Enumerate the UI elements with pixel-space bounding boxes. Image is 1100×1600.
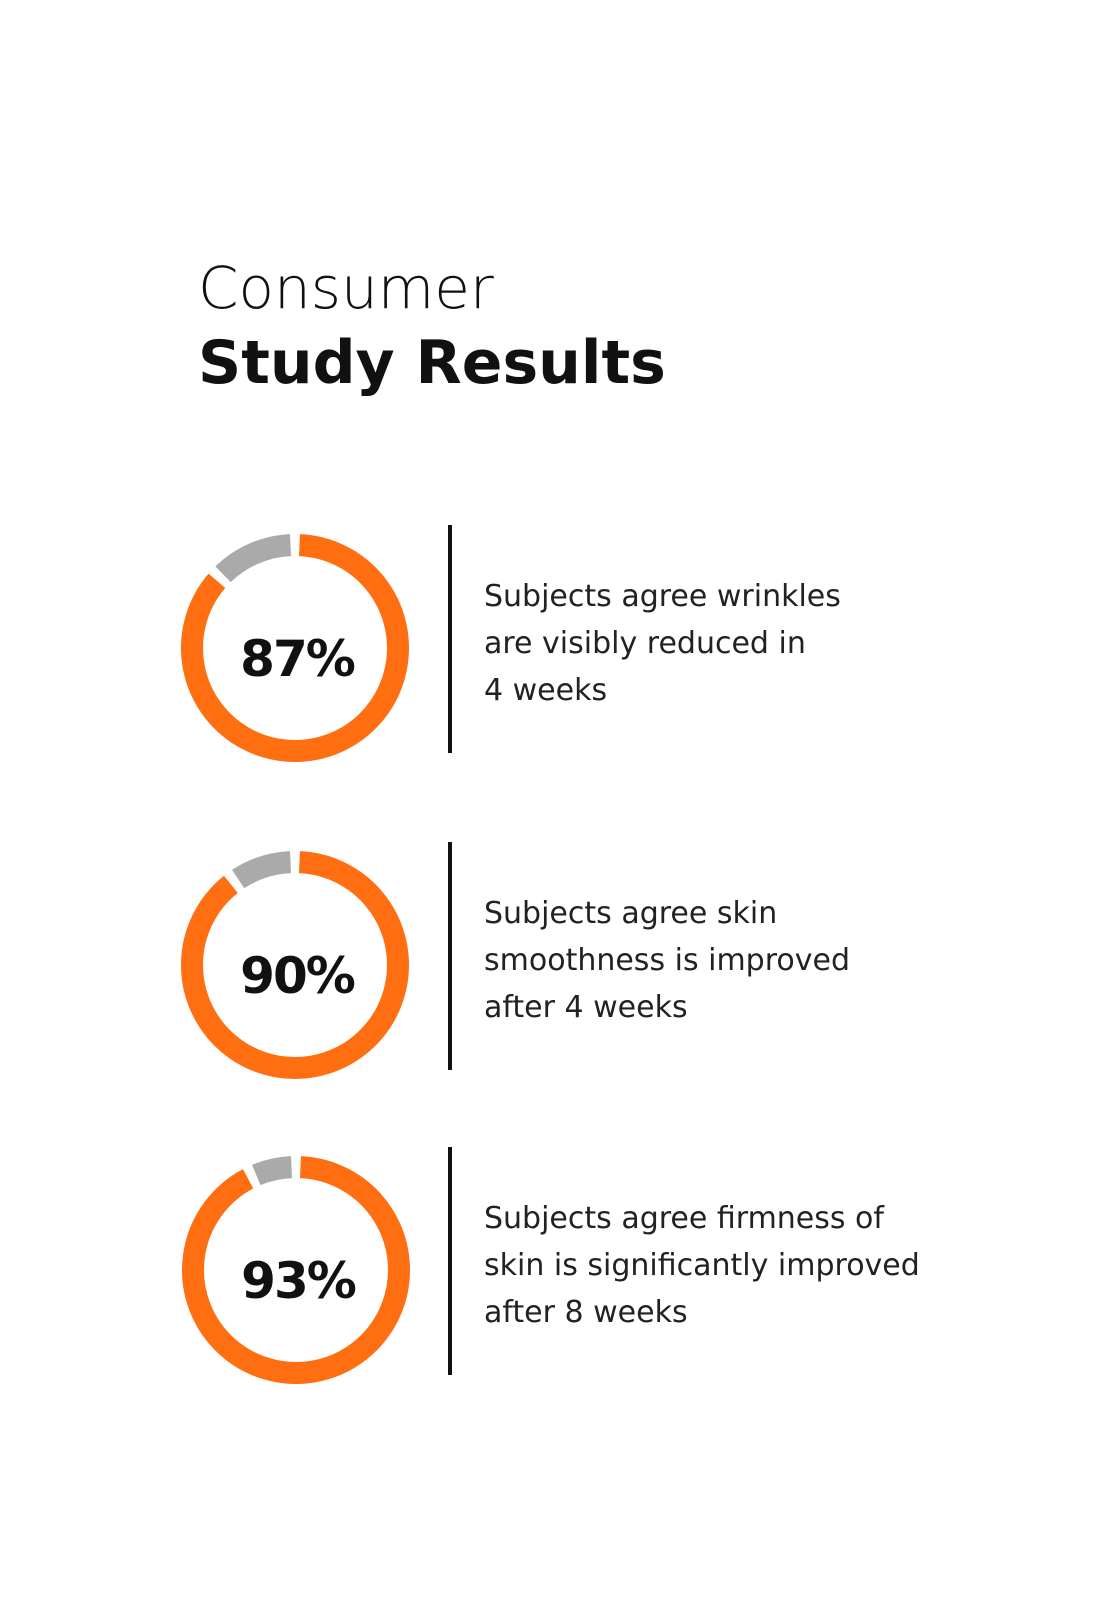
donut-value-label: 87% [240,630,355,688]
caption-line: Subjects agree skin [484,896,777,931]
caption-line: 4 weeks [484,673,607,708]
donut-track [252,1156,293,1186]
donut-arc [181,534,409,762]
donut-arc [181,851,409,1079]
title-bold: Study Results [198,328,666,398]
donut-track [232,851,292,889]
caption-line: skin is significantly improved [484,1248,920,1283]
caption-line: Subjects agree wrinkles [484,579,841,614]
donut-value-label: 90% [240,947,355,1005]
caption-line: are visibly reduced in [484,626,806,661]
donut-track [215,534,292,583]
title-light: Consumer [198,254,494,322]
caption-line: after 4 weeks [484,990,688,1025]
caption-line: smoothness is improved [484,943,850,978]
donut-arc [182,1156,410,1384]
caption-line: after 8 weeks [484,1295,688,1330]
donut-value-label: 93% [241,1252,356,1310]
caption-line: Subjects agree firmness of [484,1201,885,1236]
